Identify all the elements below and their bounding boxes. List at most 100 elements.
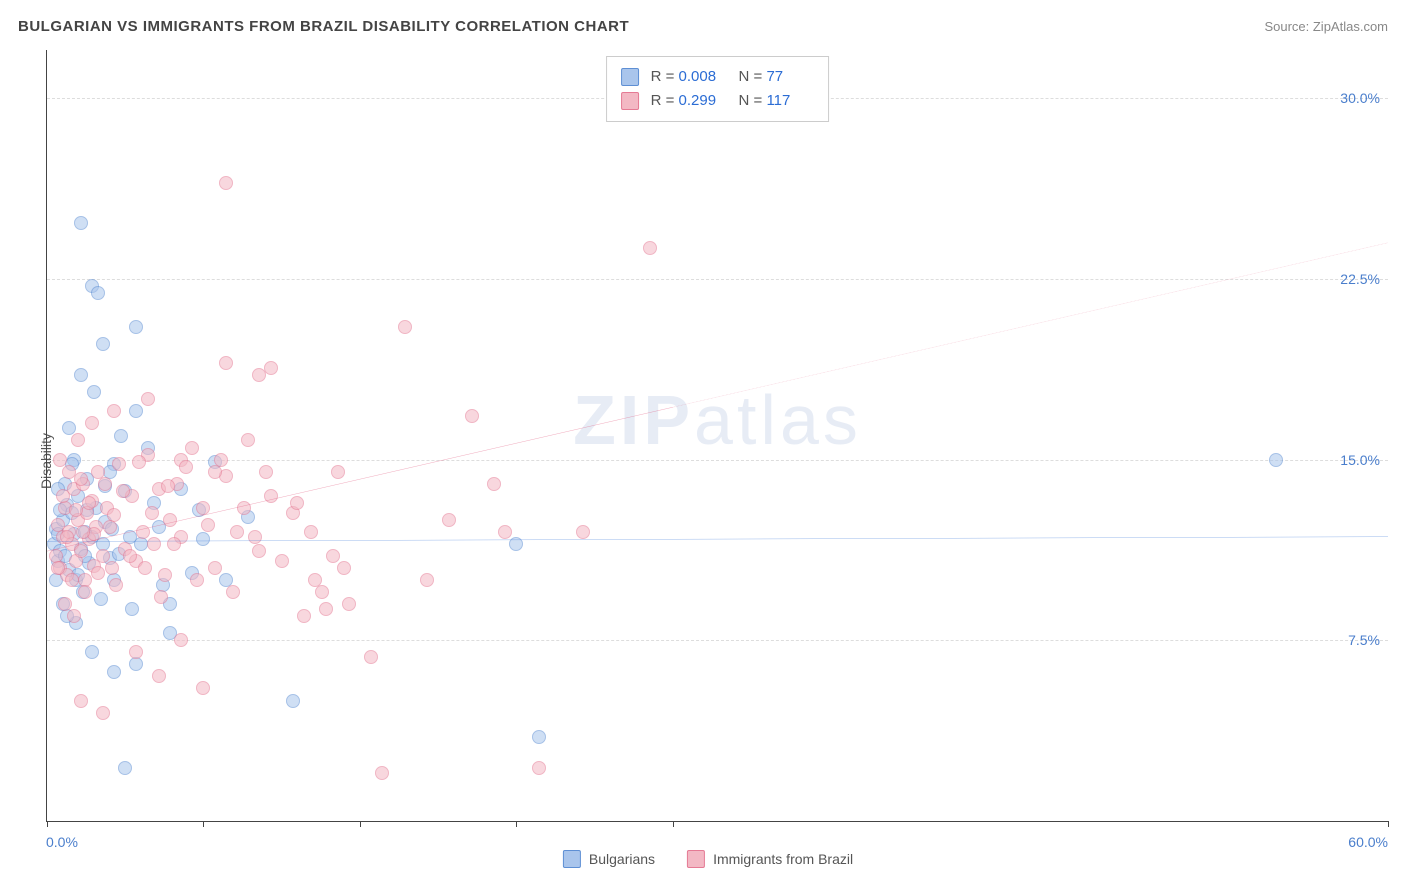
watermark-text: ZIPatlas	[573, 380, 862, 460]
plot-area: R = 0.008 N = 77 R = 0.299 N = 117 ZIPat…	[46, 50, 1388, 822]
n-value-brazil: 117	[766, 89, 814, 113]
r-label: R =	[651, 68, 675, 85]
scatter-point-brazil	[154, 590, 168, 604]
scatter-point-brazil	[290, 496, 304, 510]
scatter-point-brazil	[109, 578, 123, 592]
legend-label-bulgarians: Bulgarians	[589, 851, 655, 867]
scatter-point-brazil	[98, 477, 112, 491]
scatter-point-brazil	[576, 525, 590, 539]
scatter-point-brazil	[74, 694, 88, 708]
scatter-point-bulgarians	[96, 337, 110, 351]
scatter-point-brazil	[103, 520, 117, 534]
scatter-point-bulgarians	[74, 368, 88, 382]
source-label: Source: ZipAtlas.com	[1264, 19, 1388, 34]
regression-line-dashed-brazil	[673, 243, 1388, 407]
scatter-point-brazil	[248, 530, 262, 544]
scatter-point-brazil	[498, 525, 512, 539]
legend-item-bulgarians: Bulgarians	[563, 850, 655, 868]
xtick	[516, 821, 517, 827]
scatter-point-brazil	[112, 457, 126, 471]
scatter-point-brazil	[82, 496, 96, 510]
scatter-point-brazil	[167, 537, 181, 551]
scatter-point-brazil	[219, 356, 233, 370]
scatter-point-brazil	[74, 544, 88, 558]
scatter-point-brazil	[147, 537, 161, 551]
ytick-label: 22.5%	[1340, 271, 1380, 287]
scatter-point-brazil	[264, 489, 278, 503]
scatter-point-brazil	[297, 609, 311, 623]
scatter-point-brazil	[237, 501, 251, 515]
scatter-point-bulgarians	[129, 404, 143, 418]
scatter-point-brazil	[532, 761, 546, 775]
scatter-point-brazil	[60, 530, 74, 544]
swatch-bulgarians-icon	[621, 68, 639, 86]
legend-label-brazil: Immigrants from Brazil	[713, 851, 853, 867]
scatter-point-bulgarians	[196, 532, 210, 546]
scatter-point-brazil	[105, 561, 119, 575]
scatter-point-brazil	[315, 585, 329, 599]
scatter-point-brazil	[132, 455, 146, 469]
legend-swatch-brazil-icon	[687, 850, 705, 868]
xtick	[47, 821, 48, 827]
bottom-legend: Bulgarians Immigrants from Brazil	[563, 850, 853, 868]
scatter-point-brazil	[138, 561, 152, 575]
scatter-point-bulgarians	[94, 592, 108, 606]
n-label: N =	[739, 68, 763, 85]
scatter-point-brazil	[196, 681, 210, 695]
x-axis-max-label: 60.0%	[1348, 834, 1388, 850]
scatter-point-brazil	[78, 585, 92, 599]
scatter-point-brazil	[208, 561, 222, 575]
scatter-point-brazil	[337, 561, 351, 575]
scatter-point-brazil	[96, 706, 110, 720]
scatter-point-bulgarians	[107, 665, 121, 679]
scatter-point-brazil	[161, 479, 175, 493]
scatter-point-brazil	[67, 609, 81, 623]
scatter-point-bulgarians	[125, 602, 139, 616]
ytick-label: 15.0%	[1340, 452, 1380, 468]
scatter-point-brazil	[241, 433, 255, 447]
ytick-label: 30.0%	[1340, 90, 1380, 106]
scatter-point-brazil	[174, 633, 188, 647]
scatter-point-brazil	[420, 573, 434, 587]
scatter-point-brazil	[56, 489, 70, 503]
scatter-point-bulgarians	[85, 645, 99, 659]
scatter-point-brazil	[76, 525, 90, 539]
scatter-point-brazil	[190, 573, 204, 587]
scatter-point-bulgarians	[114, 429, 128, 443]
xtick	[360, 821, 361, 827]
scatter-point-brazil	[107, 404, 121, 418]
legend-swatch-bulgarians-icon	[563, 850, 581, 868]
gridline	[47, 640, 1388, 641]
chart-title: BULGARIAN VS IMMIGRANTS FROM BRAZIL DISA…	[18, 18, 629, 35]
scatter-point-brazil	[259, 465, 273, 479]
scatter-point-bulgarians	[91, 286, 105, 300]
stat-row-bulgarians: R = 0.008 N = 77	[621, 65, 815, 89]
ytick-label: 7.5%	[1348, 632, 1380, 648]
scatter-point-bulgarians	[118, 761, 132, 775]
scatter-point-brazil	[179, 460, 193, 474]
gridline	[47, 460, 1388, 461]
scatter-point-brazil	[51, 561, 65, 575]
xtick	[1388, 821, 1389, 827]
legend-item-brazil: Immigrants from Brazil	[687, 850, 853, 868]
scatter-point-brazil	[208, 465, 222, 479]
scatter-point-brazil	[319, 602, 333, 616]
scatter-point-brazil	[62, 465, 76, 479]
chart-container: Disability R = 0.008 N = 77 R = 0.299 N …	[28, 50, 1388, 872]
gridline	[47, 279, 1388, 280]
scatter-point-brazil	[304, 525, 318, 539]
xtick	[673, 821, 674, 827]
scatter-point-brazil	[252, 544, 266, 558]
n-label-2: N =	[739, 92, 763, 109]
scatter-point-brazil	[136, 525, 150, 539]
chart-header: BULGARIAN VS IMMIGRANTS FROM BRAZIL DISA…	[18, 18, 1388, 35]
scatter-point-brazil	[123, 549, 137, 563]
scatter-point-brazil	[65, 573, 79, 587]
scatter-point-bulgarians	[87, 385, 101, 399]
scatter-point-bulgarians	[1269, 453, 1283, 467]
scatter-point-brazil	[185, 441, 199, 455]
scatter-point-brazil	[331, 465, 345, 479]
scatter-point-brazil	[214, 453, 228, 467]
scatter-point-brazil	[116, 484, 130, 498]
scatter-point-brazil	[69, 503, 83, 517]
